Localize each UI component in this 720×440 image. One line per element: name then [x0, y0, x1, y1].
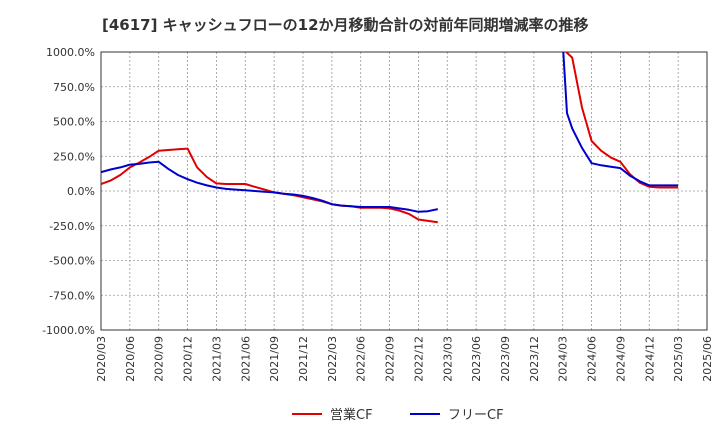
legend-label: 営業CF	[330, 407, 373, 423]
series-line-segment	[101, 147, 438, 224]
y-tick-label: 1000.0%	[46, 46, 95, 59]
x-tick-label: 2025/06	[701, 336, 714, 382]
x-tick-label: 2021/09	[268, 336, 281, 382]
x-tick-label: 2024/06	[586, 336, 599, 382]
x-tick-label: 2024/03	[557, 336, 570, 382]
y-tick-label: -500.0%	[49, 255, 95, 268]
x-tick-label: 2024/12	[643, 336, 656, 382]
x-tick-label: 2022/09	[384, 336, 397, 382]
x-tick-label: 2022/06	[355, 336, 368, 382]
y-tick-label: -1000.0%	[42, 324, 95, 337]
x-tick-label: 2023/06	[470, 336, 483, 382]
x-tick-label: 2023/09	[499, 336, 512, 382]
legend-label: フリーCF	[448, 408, 504, 423]
x-tick-label: 2022/12	[412, 336, 425, 382]
x-tick-label: 2021/06	[239, 336, 252, 382]
series-line-segment	[101, 160, 439, 213]
x-tick-label: 2023/03	[441, 336, 454, 382]
x-tick-label: 2020/12	[182, 336, 195, 382]
y-tick-label: -750.0%	[49, 289, 95, 302]
chart-title: [4617] キャッシュフローの12か月移動合計の対前年同期増減率の推移	[102, 16, 589, 34]
y-tick-label: 500.0%	[53, 116, 95, 129]
x-tick-label: 2020/06	[124, 336, 137, 382]
x-tick-label: 2020/03	[95, 336, 108, 382]
y-tick-label: -250.0%	[49, 220, 95, 233]
x-tick-label: 2021/03	[210, 336, 223, 382]
x-tick-label: 2023/12	[528, 336, 541, 382]
x-tick-label: 2025/03	[672, 336, 685, 382]
y-tick-label: 0.0%	[67, 185, 95, 198]
x-tick-label: 2024/09	[614, 336, 627, 382]
series-free-cf	[101, 52, 679, 213]
y-tick-label: 750.0%	[53, 81, 95, 94]
x-tick-label: 2020/09	[153, 336, 166, 382]
y-tick-label: 250.0%	[53, 150, 95, 163]
x-tick-label: 2021/12	[297, 336, 310, 382]
x-tick-label: 2022/03	[326, 336, 339, 382]
plot-frame	[100, 51, 708, 331]
series-line-segment	[562, 52, 679, 187]
series-line-segment	[565, 52, 679, 189]
